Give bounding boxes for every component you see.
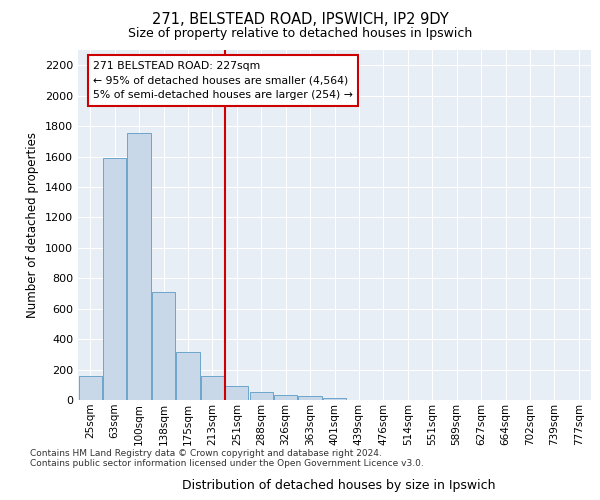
Bar	[127, 133, 151, 400]
Text: 271, BELSTEAD ROAD, IPSWICH, IP2 9DY: 271, BELSTEAD ROAD, IPSWICH, IP2 9DY	[152, 12, 448, 28]
Bar	[152, 292, 175, 400]
Bar	[274, 394, 297, 400]
Bar	[176, 352, 200, 400]
Bar	[250, 392, 273, 400]
Text: Contains public sector information licensed under the Open Government Licence v3: Contains public sector information licen…	[30, 458, 424, 468]
Bar	[201, 376, 224, 400]
Bar	[103, 158, 126, 400]
Bar	[298, 396, 322, 400]
Text: Size of property relative to detached houses in Ipswich: Size of property relative to detached ho…	[128, 28, 472, 40]
Text: Contains HM Land Registry data © Crown copyright and database right 2024.: Contains HM Land Registry data © Crown c…	[30, 448, 382, 458]
Y-axis label: Number of detached properties: Number of detached properties	[26, 132, 40, 318]
Text: Distribution of detached houses by size in Ipswich: Distribution of detached houses by size …	[182, 480, 496, 492]
Text: 271 BELSTEAD ROAD: 227sqm
← 95% of detached houses are smaller (4,564)
5% of sem: 271 BELSTEAD ROAD: 227sqm ← 95% of detac…	[93, 60, 353, 100]
Bar	[225, 386, 248, 400]
Bar	[79, 376, 102, 400]
Bar	[323, 398, 346, 400]
